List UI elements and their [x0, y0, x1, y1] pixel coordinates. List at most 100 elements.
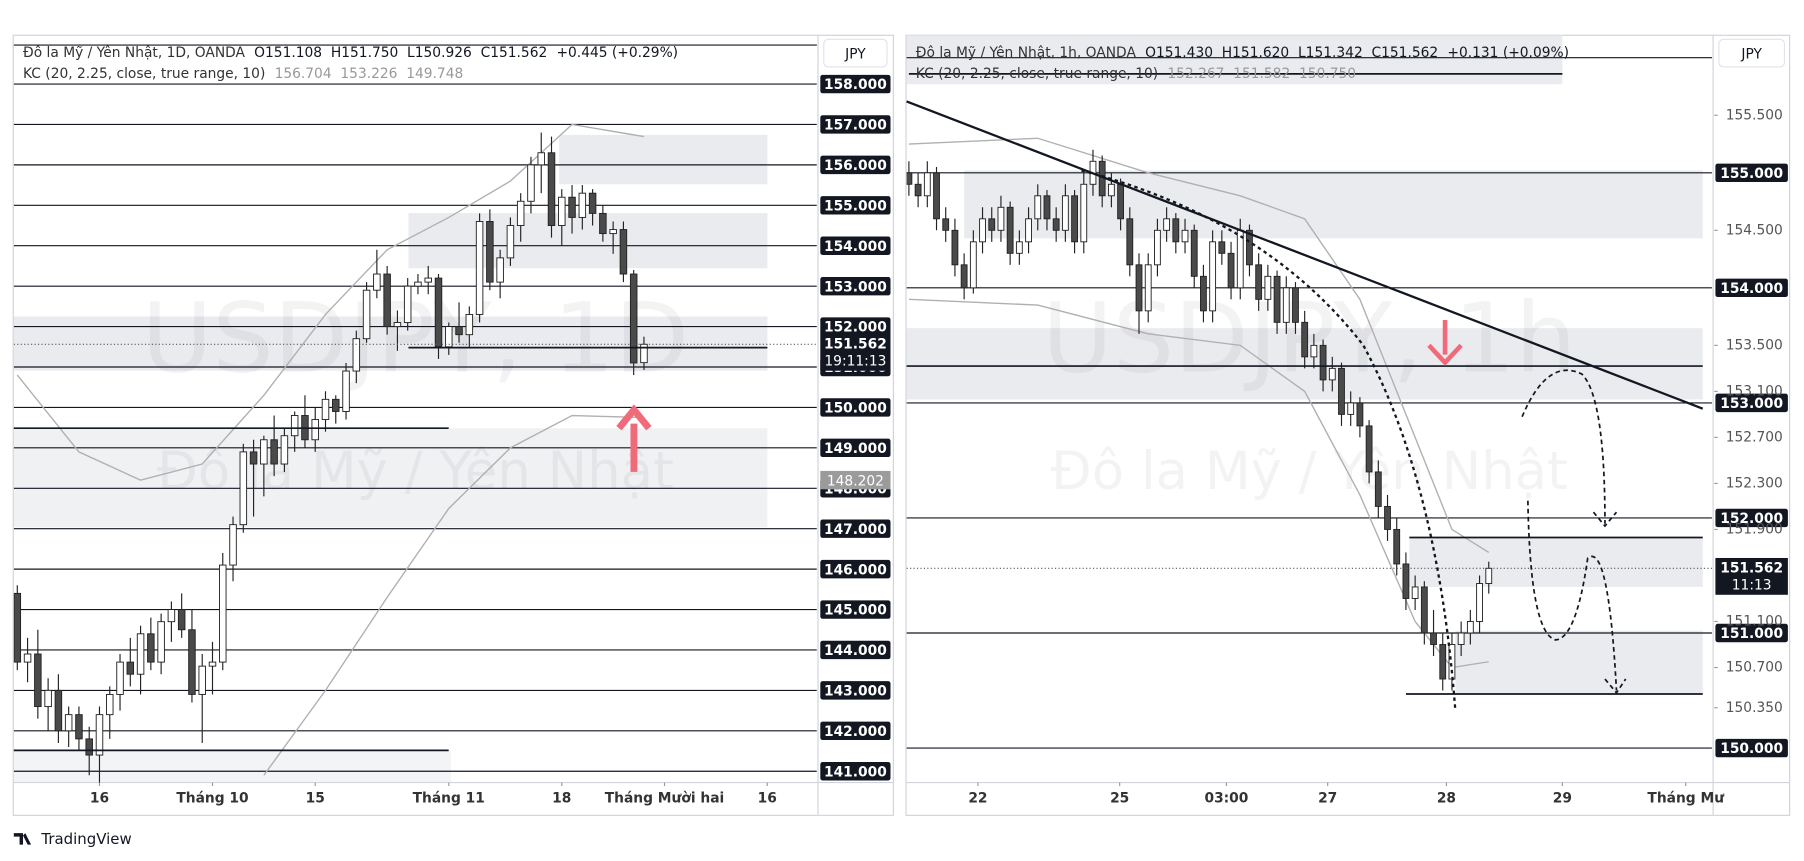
y-tick-label: 150.700 — [1726, 660, 1783, 676]
candle-body — [44, 689, 52, 708]
candle-body — [23, 653, 32, 663]
candle-body — [157, 621, 165, 663]
last-price-box — [820, 333, 891, 371]
level-label: 153.000 — [1720, 396, 1783, 412]
down-arrow — [1427, 320, 1463, 366]
level-label-box — [820, 74, 891, 94]
y-tick-label: 155.500 — [1726, 107, 1783, 123]
last-price-label: 151.562 — [1720, 560, 1783, 576]
level-label-box — [820, 519, 891, 538]
change: +0.131 (+0.09%) — [1447, 45, 1569, 61]
level-label-box — [820, 155, 891, 175]
y-tick-label: 151.100 — [1726, 613, 1783, 629]
level-label-box — [820, 721, 891, 741]
candle-body — [588, 192, 597, 214]
candle-body — [445, 326, 453, 348]
candle-body — [486, 221, 494, 283]
x-tick-label: 25 — [1110, 791, 1129, 807]
last-price-box — [1715, 557, 1788, 595]
candle-body — [496, 257, 504, 283]
change: +0.445 (+0.29%) — [556, 45, 678, 61]
candle-body — [1006, 206, 1014, 254]
candle-body — [1301, 321, 1309, 358]
watermark: USDJPY, 1D — [142, 282, 689, 395]
candle-body — [455, 326, 463, 336]
frames — [12, 34, 1791, 816]
indicator-values: 156.704 153.226 149.748 — [275, 66, 464, 82]
ohlc-values: O151.108 H151.750 L150.926 C151.562 — [254, 45, 547, 61]
indicator-line: KC (20, 2.25, close, true range, 10) 152.… — [916, 66, 1356, 82]
right-plot: USDJPY, 1h Đô la Mỹ / Yên Nhật — [906, 137, 1712, 749]
candle-body — [1439, 644, 1447, 680]
candle-body — [1172, 218, 1180, 243]
y-tick-label: 153.100 — [1726, 383, 1783, 399]
x-tick-label: 03:00 — [1204, 791, 1248, 807]
x-tick-label: 28 — [1437, 791, 1456, 807]
level-label: 142.000 — [824, 724, 887, 740]
y-tick-label: 150.350 — [1726, 700, 1783, 716]
x-tick-label: 16 — [90, 791, 109, 807]
last-price-label: 151.562 — [824, 336, 887, 352]
left-plot: USDJPY, 1D Đô la Mỹ / Yên Nhật — [13, 83, 817, 783]
candle-body — [198, 665, 206, 695]
candle-body — [1420, 586, 1428, 634]
candle-body — [229, 524, 237, 566]
level-label-box — [1715, 508, 1788, 528]
candle-body — [1034, 195, 1042, 220]
currency: JPY — [844, 46, 866, 62]
watermark-name: Đô la Mỹ / Yên Nhật — [157, 441, 674, 502]
level-label: 157.000 — [824, 118, 887, 134]
candle-body — [527, 164, 535, 202]
drawings — [13, 44, 1712, 752]
level-label-box — [820, 276, 891, 296]
candle-body — [85, 738, 93, 756]
candle-body — [1402, 563, 1410, 599]
candle-body — [311, 419, 319, 441]
currency-box — [1718, 38, 1786, 68]
level-label-box — [820, 317, 891, 336]
trend-line — [906, 100, 1704, 410]
candle-body — [1310, 344, 1318, 358]
x-tick-label: Tháng Mười hai — [605, 791, 724, 807]
candle-body — [177, 609, 186, 631]
x-tick-label: 18 — [552, 791, 571, 807]
level-label-box — [1715, 738, 1788, 758]
zone — [559, 134, 768, 185]
watermark: USDJPY, 1h — [1042, 282, 1576, 395]
candle-body — [1052, 218, 1060, 231]
candle-body — [1384, 505, 1391, 530]
candle-body — [260, 439, 268, 465]
level-label: 141.000 — [824, 764, 887, 780]
candle-body — [1411, 586, 1419, 599]
candle-body — [1061, 195, 1069, 231]
level-label-box — [1715, 623, 1788, 643]
indicator: KC (20, 2.25, close, true range, 10) — [23, 66, 265, 82]
zone — [13, 428, 768, 528]
symbol: Đô la Mỹ / Yên Nhật, 1D, OANDA — [23, 45, 246, 61]
indicator-values: 152.267 151.582 150.750 — [1167, 66, 1356, 82]
level-label: 144.000 — [824, 643, 887, 659]
currency-box — [823, 38, 888, 68]
candle-body — [578, 192, 587, 218]
level-label: 155.000 — [1720, 166, 1783, 182]
level-label-box — [820, 762, 891, 781]
candle-body — [1190, 229, 1198, 277]
watermark-name: Đô la Mỹ / Yên Nhật — [1051, 441, 1568, 502]
candle-body — [75, 714, 83, 740]
candle-body — [1135, 264, 1143, 312]
candle-body — [383, 273, 391, 328]
candle-body — [914, 183, 922, 197]
alert-price-label: 148.202 — [827, 473, 884, 489]
candle-body — [997, 206, 1005, 231]
keltner-upper — [908, 137, 1490, 554]
candle-body — [64, 714, 73, 732]
candle-body — [95, 714, 104, 756]
candle-body — [1181, 229, 1189, 243]
candle-body — [1356, 402, 1364, 427]
left-panel-frame — [12, 34, 894, 816]
level-label: 154.000 — [1720, 281, 1783, 297]
candle-body — [1071, 195, 1078, 243]
candle-body — [506, 225, 515, 259]
candle-body — [434, 277, 443, 348]
candle-body — [1466, 621, 1474, 634]
